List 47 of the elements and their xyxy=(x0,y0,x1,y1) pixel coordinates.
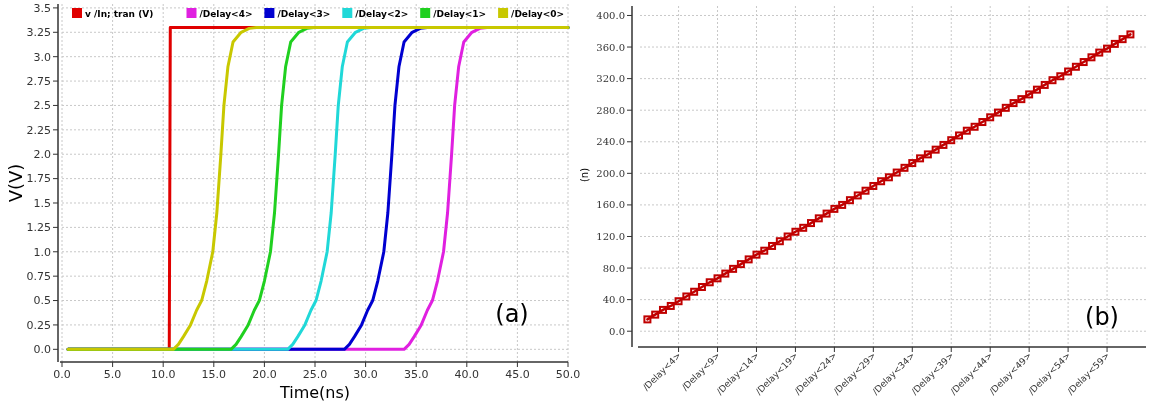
legend-label: /Delay<0> xyxy=(511,9,565,19)
y-tick-label: 2.5 xyxy=(33,99,51,113)
y-tick-label: 0.5 xyxy=(33,294,51,308)
y-tick-label: 3.5 xyxy=(33,1,51,15)
x-axis-title: Time(ns) xyxy=(278,383,351,402)
x-tick-label: 50.0 xyxy=(555,368,581,381)
y-tick-label: 1.75 xyxy=(26,172,51,186)
annotation: (a) xyxy=(495,300,529,328)
x-tick-label: 35.0 xyxy=(403,368,429,381)
legend-label: /Delay<3> xyxy=(277,9,331,19)
y-tick-label: 400.0 xyxy=(596,9,625,21)
x-tick-label: 40.0 xyxy=(454,368,480,381)
annotation: (b) xyxy=(1085,303,1119,331)
legend-label: v /In; tran (V) xyxy=(85,9,154,19)
y-axis-title: V(V) xyxy=(5,163,26,203)
y-tick-label: 2.75 xyxy=(26,74,51,88)
y-tick-label: 40.0 xyxy=(602,294,625,306)
y-tick-label: 0.25 xyxy=(26,318,51,332)
x-tick-label: 45.0 xyxy=(505,368,530,381)
y-tick-label: 120.0 xyxy=(596,230,625,242)
y-tick-label: 0.0 xyxy=(609,325,625,337)
y-tick-label: 240.0 xyxy=(596,136,625,148)
legend-label: /Delay<4> xyxy=(199,9,253,19)
y-tick-label: 160.0 xyxy=(596,199,625,211)
x-tick-label: 30.0 xyxy=(353,368,378,381)
y-tick-label: 2.25 xyxy=(26,123,51,137)
y-tick-label: 2.0 xyxy=(33,148,51,162)
y-tick-label: 80.0 xyxy=(602,262,625,274)
y-tick-label: 3.0 xyxy=(33,50,51,64)
legend-label: /Delay<1> xyxy=(433,9,487,19)
y-tick-label: 1.25 xyxy=(26,221,51,235)
x-tick-label: 25.0 xyxy=(302,368,328,381)
y-axis-title: (n) xyxy=(579,167,590,183)
y-tick-label: 200.0 xyxy=(596,167,625,179)
y-tick-label: 280.0 xyxy=(596,104,625,116)
x-tick-label: 0.0 xyxy=(53,368,71,381)
x-tick-label: 20.0 xyxy=(252,368,277,381)
y-tick-label: 1.0 xyxy=(33,245,51,259)
legend-label: /Delay<2> xyxy=(355,9,409,19)
y-tick-label: 0.75 xyxy=(26,270,51,284)
x-tick-label: 5.0 xyxy=(103,368,122,381)
y-tick-label: 3.25 xyxy=(26,26,51,40)
x-tick-label: 10.0 xyxy=(150,368,176,381)
y-tick-label: 1.5 xyxy=(33,196,51,210)
y-tick-label: 320.0 xyxy=(596,73,625,85)
x-tick-label: 15.0 xyxy=(201,368,227,381)
y-tick-label: 360.0 xyxy=(596,41,625,53)
